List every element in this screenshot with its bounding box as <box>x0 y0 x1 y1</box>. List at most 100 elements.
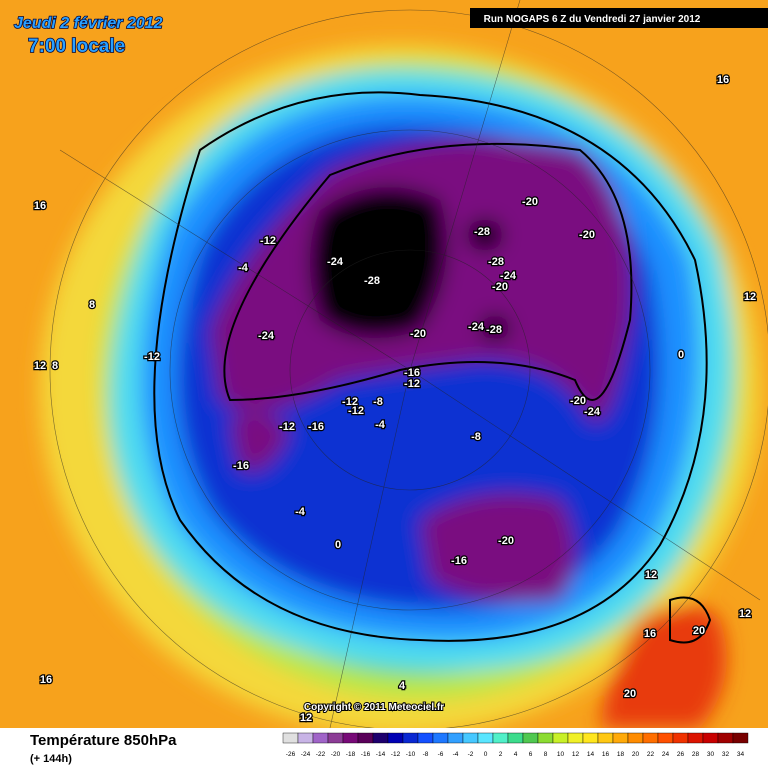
contour-label: -24 <box>327 256 344 268</box>
contour-label: 12 <box>300 712 312 724</box>
legend-swatch <box>537 732 554 744</box>
contour-label: -24 <box>258 330 275 342</box>
legend-tick-label: 22 <box>647 751 655 758</box>
legend-tick-label: -24 <box>301 751 311 758</box>
legend-swatch <box>417 732 434 744</box>
legend-swatch <box>462 732 479 744</box>
contour-label: -12 <box>144 351 160 363</box>
contour-label: -20 <box>498 535 514 547</box>
legend-tick-label: 14 <box>587 751 595 758</box>
legend-tick-label: -26 <box>286 751 296 758</box>
legend-tick-label: 4 <box>514 751 518 758</box>
contour-label: -20 <box>579 229 595 241</box>
legend-swatch <box>612 732 629 744</box>
contour-label: -20 <box>492 281 508 293</box>
forecast-date: Jeudi 2 février 2012 <box>14 15 163 32</box>
contour-label: 20 <box>624 688 636 700</box>
run-info: Run NOGAPS 6 Z du Vendredi 27 janvier 20… <box>484 14 701 25</box>
contour-label: 20 <box>693 625 705 637</box>
contour-label: -20 <box>570 395 586 407</box>
forecast-time: 7:00 locale <box>28 36 125 57</box>
legend-swatch <box>297 732 314 744</box>
copyright: Copyright © 2011 Meteociel.fr <box>304 702 444 713</box>
legend-tick-label: 18 <box>617 751 625 758</box>
legend-swatch <box>717 732 734 744</box>
contour-label: -24 <box>468 321 485 333</box>
legend-tick-label: 8 <box>544 751 548 758</box>
contour-label: -16 <box>233 460 249 472</box>
legend-tick-label: 30 <box>707 751 715 758</box>
contour-label: -28 <box>474 226 490 238</box>
contour-label: 16 <box>644 628 656 640</box>
contour-label: -20 <box>522 196 538 208</box>
legend-swatch <box>342 732 359 744</box>
contour-label: -16 <box>451 555 467 567</box>
contour-label: 12 <box>34 360 46 372</box>
contour-label: -28 <box>364 275 380 287</box>
contour-label: -12 <box>348 405 364 417</box>
run-box <box>470 8 768 28</box>
legend-tick-label: -2 <box>468 751 474 758</box>
contour-label: -16 <box>308 421 324 433</box>
legend-swatch <box>732 732 749 744</box>
legend-tick-label: -14 <box>376 751 386 758</box>
contour-label: -28 <box>486 324 502 336</box>
legend-tick-label: 0 <box>484 751 488 758</box>
legend-tick-label: 2 <box>499 751 503 758</box>
contour-label: 8 <box>52 360 58 372</box>
legend-tick-label: 28 <box>692 751 700 758</box>
legend-tick-label: 6 <box>529 751 533 758</box>
legend-tick-label: -6 <box>438 751 444 758</box>
legend-swatch <box>312 732 329 744</box>
contour-label: -8 <box>471 431 481 443</box>
contour-label: -4 <box>238 262 249 274</box>
contour-label: -12 <box>279 421 295 433</box>
contour-label: -4 <box>295 506 306 518</box>
contour-label: -20 <box>410 328 426 340</box>
legend-swatch <box>597 732 614 744</box>
legend-tick-label: 24 <box>662 751 670 758</box>
legend-swatch <box>357 732 374 744</box>
legend-tick-label: -16 <box>361 751 371 758</box>
legend-swatch <box>687 732 704 744</box>
legend-swatch <box>492 732 509 744</box>
temperature-field <box>0 0 768 728</box>
color-legend: -26 -24 -22 -20 -18 -16 -14 -12 -10 -8 -6 -4 -2 0 2 4 6 8… <box>282 732 749 758</box>
contour-label: -12 <box>342 396 358 408</box>
legend-swatch <box>702 732 719 744</box>
legend-tick-label: 26 <box>677 751 685 758</box>
contour-label: -12 <box>260 235 276 247</box>
legend-swatch <box>282 732 299 744</box>
legend-tick-label: -4 <box>453 751 459 758</box>
legend-tick-label: -18 <box>346 751 356 758</box>
legend-tick-label: 32 <box>722 751 730 758</box>
contour-label: 0 <box>335 539 341 551</box>
contour-labels: -12-4-28-24-28-20-20-28-24-20-24 -28-20-2… <box>33 73 758 726</box>
legend-swatch <box>552 732 569 744</box>
contour-label: -24 <box>500 270 517 282</box>
legend-tick-label: 10 <box>557 751 565 758</box>
contour-label: -8 <box>373 396 383 408</box>
legend-tick-label: -20 <box>331 751 341 758</box>
legend-swatch <box>642 732 659 744</box>
contour-label: 12 <box>739 608 751 620</box>
legend-tick-label: 12 <box>572 751 580 758</box>
legend-swatch <box>627 732 644 744</box>
legend-tick-label: -8 <box>423 751 429 758</box>
legend-tick-label: 34 <box>737 751 745 758</box>
legend-tick-label: 16 <box>602 751 610 758</box>
legend-tick-label: -12 <box>391 751 401 758</box>
contour-label: -16 <box>404 367 420 379</box>
contour-label: 16 <box>34 200 46 212</box>
contour-label: 16 <box>717 74 729 86</box>
contour-label: 0 <box>678 349 684 361</box>
legend-swatch <box>672 732 689 744</box>
forecast-lead: (+ 144h) <box>30 753 72 765</box>
legend-swatch <box>522 732 539 744</box>
legend-swatch <box>387 732 404 744</box>
contour-label: 4 <box>399 680 406 692</box>
contour-label: 8 <box>89 299 95 311</box>
legend-tick-label: -22 <box>316 751 326 758</box>
field-title: Température 850hPa <box>30 732 177 749</box>
